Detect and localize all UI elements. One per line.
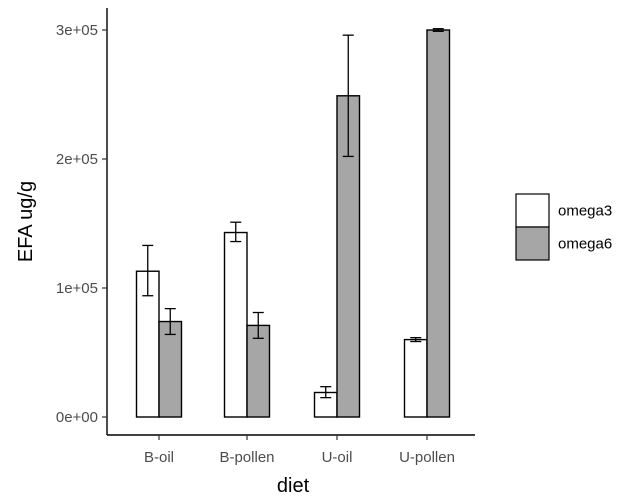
bar-omega6-b-oil: [158, 320, 183, 418]
error-bar-omega6-b-pollen: [252, 311, 264, 339]
bar-omega6-u-pollen: [426, 29, 451, 418]
error-bars-layer: [142, 28, 444, 399]
x-tick-label: B-oil: [144, 449, 174, 466]
bars-layer: [135, 29, 451, 418]
legend-label-omega3: omega3: [558, 203, 612, 220]
y-tick-label: 0e+00: [56, 409, 98, 426]
x-tick-label: B-pollen: [219, 449, 274, 466]
legend-label-omega6: omega6: [558, 236, 612, 253]
bar-omega6-b-pollen: [246, 324, 271, 418]
axes-layer: [106, 8, 475, 436]
bar-omega3-u-pollen: [403, 338, 428, 418]
legend-item-omega6: omega6: [515, 226, 612, 261]
y-axis-title: EFA ug/g: [15, 181, 37, 262]
error-bar-omega3-b-pollen: [230, 221, 242, 243]
error-bar-omega3-u-pollen: [410, 337, 422, 343]
legend-key-omega3: [515, 193, 550, 228]
legend-item-omega3: omega3: [515, 193, 612, 228]
x-axis-title: diet: [277, 475, 310, 497]
error-bar-omega6-u-pollen: [432, 28, 444, 32]
error-bar-omega6-b-oil: [164, 307, 176, 336]
y-tick-label: 1e+05: [56, 280, 98, 297]
bar-omega3-b-pollen: [223, 231, 248, 418]
legend-key-omega6: [515, 226, 550, 261]
y-ticks-layer: 0e+00 1e+05 2e+05 3e+05: [56, 22, 107, 426]
error-bar-omega6-u-oil: [342, 34, 354, 158]
x-tick-label: U-oil: [322, 449, 353, 466]
error-bar-omega3-b-oil: [142, 244, 154, 297]
error-bar-omega3-u-oil: [320, 386, 332, 399]
legend: omega3 omega6: [515, 193, 612, 261]
y-tick-label: 2e+05: [56, 151, 98, 168]
x-tick-label: U-pollen: [399, 449, 455, 466]
y-tick-label: 3e+05: [56, 22, 98, 39]
x-ticks-layer: B-oil B-pollen U-oil U-pollen: [144, 435, 455, 466]
